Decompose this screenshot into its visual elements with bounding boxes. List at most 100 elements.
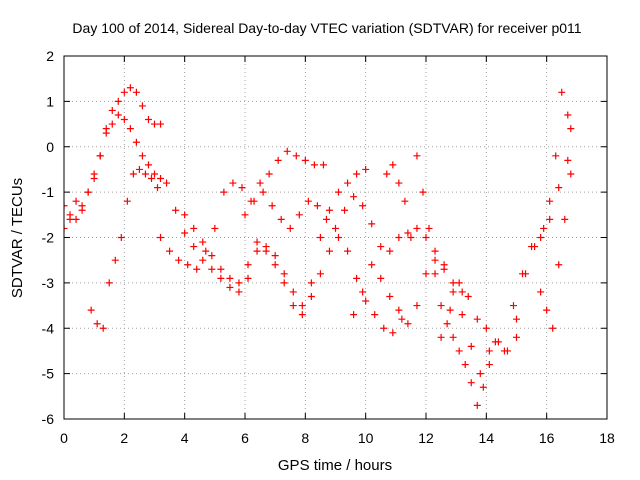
data-point xyxy=(123,197,131,205)
data-point xyxy=(298,302,306,310)
series-track-j xyxy=(437,156,572,355)
data-point xyxy=(446,306,454,314)
data-point xyxy=(132,138,140,146)
data-point xyxy=(307,279,315,287)
series-track-a xyxy=(64,111,165,223)
data-point xyxy=(181,211,189,219)
data-point xyxy=(157,120,165,128)
chart-title: Day 100 of 2014, Sidereal Day-to-day VTE… xyxy=(72,20,581,36)
data-point xyxy=(359,202,367,210)
data-point xyxy=(377,274,385,282)
data-point xyxy=(458,288,466,296)
y-axis-ticks: -6 -5 -4 -3 -2 -1 0 1 2 xyxy=(42,48,607,427)
data-point xyxy=(395,179,403,187)
data-point xyxy=(271,261,279,269)
data-point xyxy=(199,256,207,264)
y-tick-label: -1 xyxy=(42,184,55,200)
data-point xyxy=(389,161,397,169)
data-point xyxy=(449,333,457,341)
data-point xyxy=(359,288,367,296)
data-point xyxy=(144,161,152,169)
data-point xyxy=(64,224,68,232)
data-point xyxy=(353,274,361,282)
y-tick-label: 0 xyxy=(46,139,54,155)
data-point xyxy=(157,234,165,241)
y-tick-label: 2 xyxy=(46,48,54,64)
data-point xyxy=(126,125,134,133)
data-point xyxy=(271,252,279,260)
data-point xyxy=(151,170,158,178)
data-point xyxy=(473,401,481,409)
data-point xyxy=(344,179,352,187)
data-point xyxy=(395,306,403,314)
data-point xyxy=(461,361,469,369)
series-track-h xyxy=(350,256,520,378)
data-point xyxy=(105,279,113,287)
data-point xyxy=(350,193,358,201)
series-track-f xyxy=(181,211,406,337)
data-point xyxy=(298,311,306,319)
data-point xyxy=(422,234,430,241)
data-point xyxy=(537,288,545,296)
data-point xyxy=(500,347,508,355)
data-point xyxy=(350,311,358,319)
y-tick-label: -6 xyxy=(42,411,55,427)
y-tick-label: -5 xyxy=(42,366,55,382)
x-tick-label: 10 xyxy=(358,430,374,446)
x-tick-label: 0 xyxy=(60,430,68,446)
data-point xyxy=(407,234,415,241)
data-point xyxy=(341,206,349,214)
data-point xyxy=(289,288,297,296)
x-tick-label: 12 xyxy=(418,430,434,446)
data-point xyxy=(440,265,448,273)
data-point xyxy=(313,202,321,210)
y-tick-label: -3 xyxy=(42,275,55,291)
data-point xyxy=(464,292,472,300)
data-point xyxy=(163,179,171,187)
data-point xyxy=(286,224,294,232)
data-point xyxy=(401,197,409,205)
data-point xyxy=(431,247,439,255)
data-point xyxy=(316,234,324,241)
data-point xyxy=(235,288,243,296)
data-point xyxy=(304,197,312,205)
data-point xyxy=(513,333,520,341)
data-point xyxy=(368,261,376,269)
data-point xyxy=(383,170,391,178)
data-point xyxy=(325,206,333,214)
grid-lines xyxy=(64,56,607,419)
data-point xyxy=(319,161,327,169)
y-tick-label: -4 xyxy=(42,320,55,336)
series-track-b xyxy=(64,84,165,232)
data-point xyxy=(476,370,484,378)
data-point xyxy=(431,256,439,264)
data-point xyxy=(322,215,330,223)
data-point xyxy=(108,120,116,128)
data-point xyxy=(226,274,234,282)
data-point xyxy=(244,274,252,282)
data-point xyxy=(377,243,385,251)
data-point xyxy=(531,243,539,251)
data-point xyxy=(208,265,216,273)
data-point xyxy=(316,270,324,278)
series-track-i xyxy=(383,152,493,409)
data-point xyxy=(558,88,566,96)
data-point xyxy=(72,215,80,223)
x-tick-label: 18 xyxy=(599,430,615,446)
data-point xyxy=(280,270,288,278)
data-point xyxy=(491,338,499,346)
data-point xyxy=(132,88,140,96)
data-point xyxy=(485,361,493,369)
x-tick-label: 14 xyxy=(479,430,495,446)
data-point xyxy=(253,238,261,246)
data-point xyxy=(190,243,198,251)
data-point xyxy=(135,165,143,173)
data-point xyxy=(175,256,183,264)
x-tick-label: 16 xyxy=(539,430,555,446)
data-point xyxy=(190,224,198,232)
data-point xyxy=(395,234,403,241)
data-point xyxy=(413,224,421,232)
data-point xyxy=(93,320,101,328)
data-point xyxy=(84,188,92,196)
